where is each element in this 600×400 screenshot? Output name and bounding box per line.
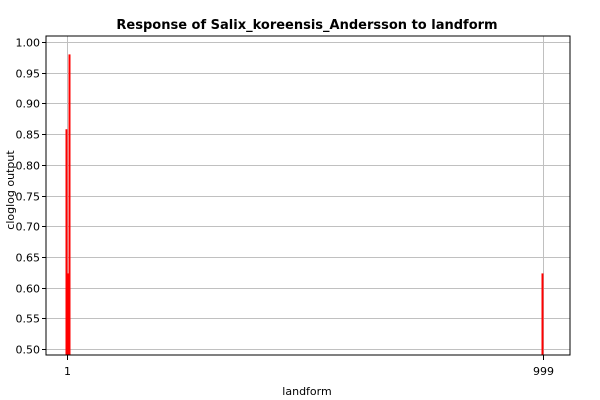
y-tick-label: 0.50 [16,344,41,357]
y-tick-label: 0.80 [16,160,41,173]
y-tick-label: 0.60 [16,283,41,296]
y-tick-label: 0.95 [16,68,41,81]
y-tick-label: 0.65 [16,252,41,265]
plot-frame [45,35,571,356]
x-axis: 1 999 [64,355,554,378]
y-tick-label: 0.55 [16,313,41,326]
data-bar [68,54,71,356]
y-tick-label: 0.90 [16,98,41,111]
x-tick-label: 1 [64,365,71,378]
y-axis-label: cloglog output [4,150,17,230]
y-tick-label: 0.70 [16,221,41,234]
data-bar [65,129,68,355]
y-axis: 0.50 0.55 0.60 0.65 0.70 0.75 0.80 0.85 0.90 0.95… [16,37,46,357]
data-bar [541,273,544,355]
y-tick-label: 0.75 [16,191,41,204]
y-tick-label: 0.85 [16,129,41,142]
data-bars [65,54,544,356]
y-tick-label: 1.00 [16,37,41,50]
x-tick-label: 999 [533,365,554,378]
chart-title: Response of Salix_koreensis_Andersson to… [116,18,497,33]
x-axis-label: landform [282,385,331,398]
